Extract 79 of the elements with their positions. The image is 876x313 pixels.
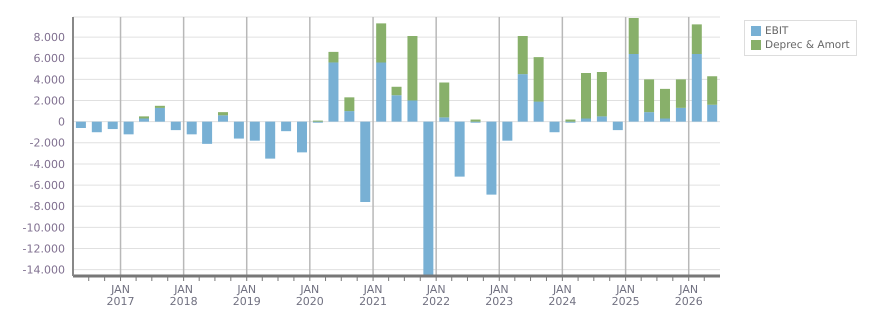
bar xyxy=(218,115,228,122)
bar xyxy=(644,112,654,122)
bar xyxy=(581,118,591,122)
bar xyxy=(628,54,639,122)
x-tick-label: JAN 2024 xyxy=(548,283,576,308)
bar xyxy=(707,104,718,122)
bar xyxy=(596,116,607,122)
bar xyxy=(108,122,118,130)
bar xyxy=(439,82,450,118)
bar xyxy=(534,102,544,122)
x-tick-label: JAN 2026 xyxy=(674,283,703,308)
bar xyxy=(628,18,639,54)
bar xyxy=(186,122,197,134)
bar xyxy=(423,122,434,275)
bar xyxy=(581,73,591,118)
bar xyxy=(518,74,528,122)
bar xyxy=(676,108,686,122)
bar xyxy=(328,62,338,122)
bar xyxy=(296,122,307,152)
x-tick-label: JAN 2017 xyxy=(106,283,135,308)
bar xyxy=(550,122,560,132)
bar xyxy=(692,54,702,122)
y-tick-label: -4.000 xyxy=(30,158,65,171)
bar xyxy=(154,108,165,122)
y-tick-label: -8.000 xyxy=(30,200,65,214)
x-tick-label: JAN 2022 xyxy=(422,283,450,308)
x-tick-label: JAN 2023 xyxy=(485,283,514,308)
bar xyxy=(676,79,686,108)
bar xyxy=(92,122,102,132)
bar xyxy=(596,72,607,116)
x-tick-label: JAN 2020 xyxy=(296,283,324,308)
bar xyxy=(76,122,86,128)
y-tick-label: -6.000 xyxy=(30,178,65,192)
x-tick-label: JAN 2019 xyxy=(232,283,261,308)
y-tick-label: -2.000 xyxy=(30,136,65,150)
bar xyxy=(518,36,528,74)
y-tick-label: 2.000 xyxy=(34,94,65,108)
y-tick-label: -12.000 xyxy=(22,242,65,256)
y-tick-label: 4.000 xyxy=(34,73,65,86)
bar xyxy=(644,79,654,112)
y-tick-label: 0 xyxy=(58,116,65,129)
bar xyxy=(376,23,386,62)
bar xyxy=(439,117,450,122)
bar xyxy=(407,100,418,122)
bar xyxy=(281,122,292,132)
bar xyxy=(660,88,670,118)
bar xyxy=(707,76,718,105)
bar xyxy=(234,122,244,139)
bar xyxy=(360,122,370,202)
bar xyxy=(218,112,228,116)
legend-label: EBIT xyxy=(765,24,788,38)
bar xyxy=(265,122,276,159)
bar xyxy=(124,122,134,134)
bar xyxy=(392,86,402,96)
bar xyxy=(344,111,354,122)
bar xyxy=(328,52,338,62)
bar xyxy=(202,122,212,144)
bar xyxy=(344,97,354,112)
bar xyxy=(407,36,418,101)
bar xyxy=(139,118,150,122)
bar xyxy=(502,122,512,141)
y-tick-label: -10.000 xyxy=(22,221,65,234)
y-tick-label: 6.000 xyxy=(34,52,65,66)
bar xyxy=(486,122,496,195)
bar xyxy=(250,122,260,141)
bar xyxy=(692,24,702,54)
x-tick-label: JAN 2025 xyxy=(612,283,640,308)
legend-label: Deprec & Amort xyxy=(765,38,850,52)
y-tick-label: -14.000 xyxy=(22,264,65,277)
bar xyxy=(376,62,386,122)
bar xyxy=(660,118,670,122)
bar xyxy=(534,57,544,102)
bar xyxy=(612,122,623,130)
x-tick-label: JAN 2018 xyxy=(170,283,198,308)
bar xyxy=(170,122,181,130)
x-tick-label: JAN 2021 xyxy=(359,283,388,308)
bar xyxy=(392,95,402,122)
y-tick-label: 8.000 xyxy=(34,30,65,44)
bar xyxy=(454,122,465,177)
